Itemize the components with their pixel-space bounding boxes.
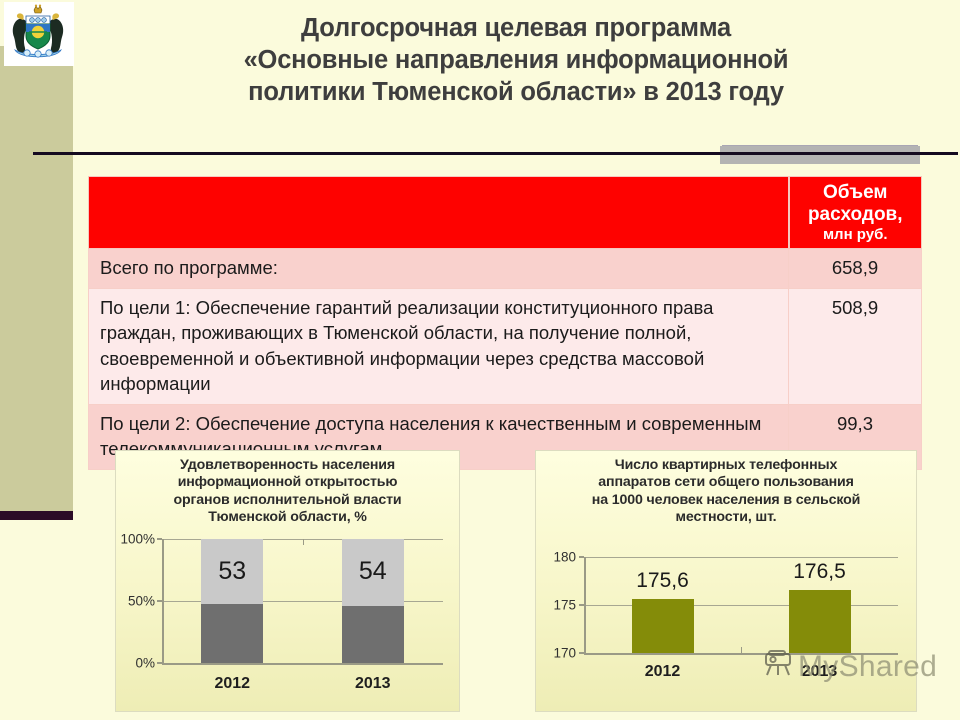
column-header-expense-volume-text: Объем расходов, (807, 181, 903, 225)
bar-data-label: 175,6 (636, 568, 689, 592)
chart-telephones: Число квартирных телефонных аппаратов се… (535, 450, 917, 712)
expense-table-body: Всего по программе: 658,9 По цели 1: Обе… (88, 248, 922, 470)
table-row: Всего по программе: 658,9 (88, 248, 922, 289)
y-axis-tickmark (157, 661, 162, 664)
y-axis-tickmark (579, 603, 584, 606)
x-axis-category-label: 2013 (354, 674, 391, 692)
chart-telephones-plot: 170 175 180 175,6 2012 176,5 2013 (536, 531, 916, 691)
decorative-left-band-footer (0, 511, 73, 520)
bar-data-label: 54 (358, 556, 387, 585)
category-tickmark (741, 646, 742, 654)
chart-satisfaction: Удовлетворенность населения информационн… (115, 450, 460, 712)
x-axis-category-label: 2012 (644, 662, 681, 680)
row-description: Всего по программе: (88, 248, 789, 289)
row-value: 658,9 (788, 248, 922, 289)
expense-table-head: Объем расходов, млн руб. (88, 176, 922, 249)
page-title: Долгосрочная целевая программа «Основные… (96, 12, 936, 108)
chart-title-line: Удовлетворенность населения (180, 457, 395, 473)
page-title-line-1: Долгосрочная целевая программа (300, 14, 732, 42)
table-header-row: Объем расходов, млн руб. (88, 176, 922, 249)
y-axis-line (584, 556, 586, 653)
chart-title-line: местности, шт. (675, 509, 777, 526)
bar-segment-lower (201, 604, 264, 663)
coat-of-arms-icon (5, 3, 71, 63)
chart-title-line: Число квартирных телефонных (614, 457, 838, 473)
bar (788, 590, 851, 653)
y-axis-tick: 50% (127, 593, 155, 609)
gridline (584, 556, 898, 558)
bar-segment-lower (341, 605, 404, 663)
chart-satisfaction-title: Удовлетворенность населения информационн… (116, 451, 459, 527)
y-axis-tickmark (579, 555, 584, 558)
y-axis-tickmark (157, 537, 162, 540)
decorative-left-band (0, 46, 73, 511)
column-header-expense-volume: Объем расходов, млн руб. (788, 176, 922, 249)
page-title-line-3: политики Тюменской области» в 2013 году (248, 78, 784, 106)
y-axis-line (162, 538, 164, 663)
y-axis-tickmark (157, 599, 162, 602)
table-row: По цели 1: Обеспечение гарантий реализац… (88, 287, 922, 405)
page-title-line-2: «Основные направления информационной (243, 46, 789, 74)
column-header-expense-units: млн руб. (822, 225, 888, 243)
x-axis-category-label: 2012 (214, 674, 251, 692)
y-axis-tick: 0% (135, 655, 155, 671)
gridline (162, 600, 443, 602)
x-axis-line (584, 652, 898, 655)
bar-data-label: 53 (218, 556, 247, 585)
expense-table: Объем расходов, млн руб. Всего по програ… (88, 176, 922, 470)
gridline (584, 604, 898, 606)
chart-title-line: органов исполнительной власти (173, 491, 402, 508)
coat-of-arms-emblem (4, 2, 74, 66)
bar (631, 598, 694, 653)
header-divider-rule (33, 152, 958, 155)
chart-telephones-title: Число квартирных телефонных аппаратов се… (536, 451, 916, 527)
y-axis-tick: 170 (553, 645, 576, 661)
y-axis-tick: 180 (553, 549, 576, 565)
chart-title-line: информационной открытостью (177, 474, 398, 491)
bar-data-label: 176,5 (793, 560, 846, 584)
column-header-description (88, 176, 790, 249)
x-axis-line (162, 662, 443, 665)
category-tickmark (302, 538, 304, 545)
y-axis-tick: 100% (120, 531, 155, 547)
bar-segment-upper (201, 538, 264, 605)
chart-satisfaction-plot: 0% 50% 100% 53 2012 54 2013 (116, 531, 459, 703)
row-description: По цели 1: Обеспечение гарантий реализац… (88, 287, 789, 405)
x-axis-category-label: 2013 (801, 662, 838, 680)
chart-title-line: Тюменской области, % (208, 509, 367, 526)
decorative-gray-tab (720, 146, 920, 164)
chart-title-line: на 1000 человек населения в сельской (591, 491, 861, 508)
row-value: 508,9 (788, 287, 922, 405)
bar-segment-upper (341, 538, 404, 606)
chart-title-line: аппаратов сети общего пользования (598, 474, 854, 491)
y-axis-tickmark (579, 651, 584, 654)
y-axis-tick: 175 (553, 597, 576, 613)
